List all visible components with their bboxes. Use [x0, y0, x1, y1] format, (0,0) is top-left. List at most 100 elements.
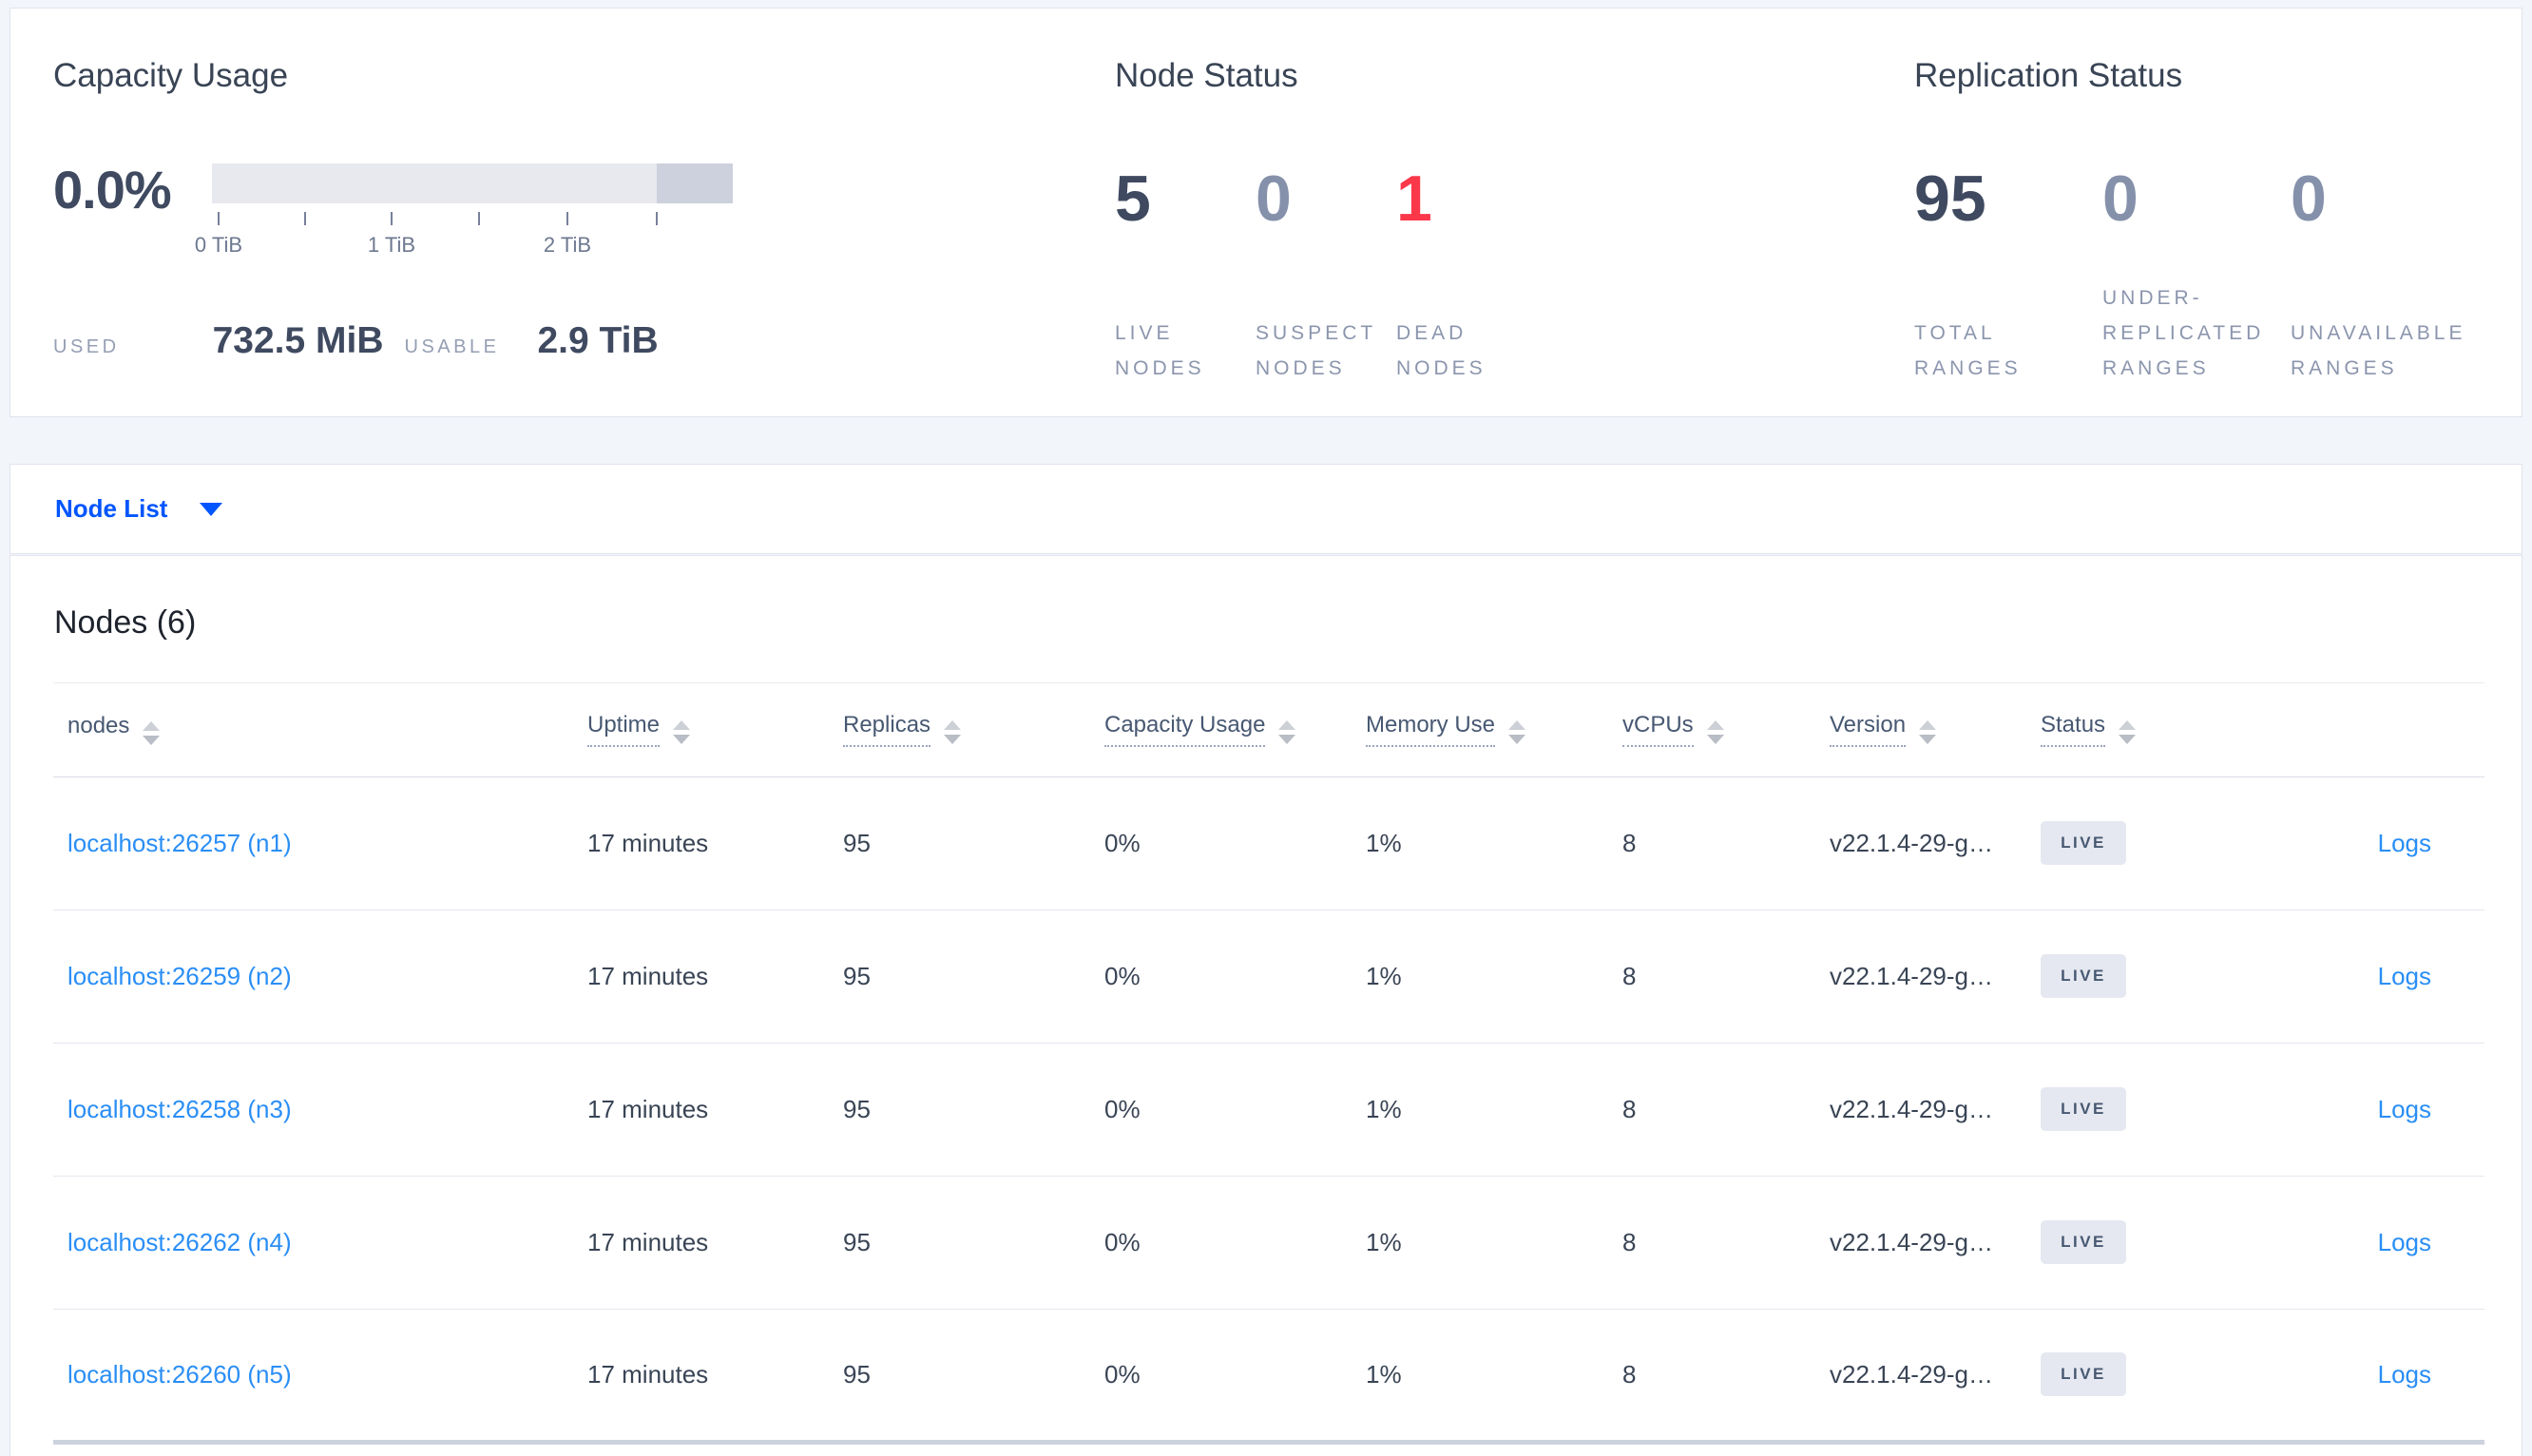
- capacity-tick-label-2: 2 TiB: [543, 232, 592, 257]
- table-row: localhost:26257 (n1) 17 minutes 95 0% 1%…: [53, 776, 2484, 910]
- caret-down-icon[interactable]: [200, 502, 223, 516]
- sort-icon: [673, 720, 691, 745]
- unavailable-ranges-metric: 0 UNAVAILABLE RANGES: [2291, 166, 2479, 387]
- sort-icon: [2119, 720, 2137, 745]
- vcpus-cell: 8: [1622, 910, 1830, 1044]
- column-header-uptime[interactable]: Uptime: [587, 682, 843, 777]
- table-row: localhost:26260 (n5) 17 minutes 95 0% 1%…: [53, 1309, 2484, 1445]
- column-header-replicas[interactable]: Replicas: [843, 682, 1104, 777]
- under-replicated-ranges-value: 0: [2102, 162, 2139, 235]
- status-badge: LIVE: [2041, 821, 2126, 866]
- node-list-card: Nodes (6) nodes Uptime Replicas Capacity…: [10, 555, 2522, 1456]
- memory-use-cell: 1%: [1366, 776, 1622, 910]
- node-list-dropdown[interactable]: Node List: [55, 494, 168, 523]
- node-status-panel: Node Status 5 LIVE NODES 0 SUSPECT NODES…: [1115, 57, 1537, 387]
- node-link[interactable]: localhost:26260 (n5): [67, 1359, 292, 1389]
- column-header-memory-use[interactable]: Memory Use: [1366, 682, 1622, 777]
- nodes-table: nodes Uptime Replicas Capacity Usage Mem…: [53, 681, 2484, 1445]
- suspect-nodes-label: SUSPECT NODES: [1256, 322, 1377, 379]
- memory-use-cell: 1%: [1366, 1176, 1622, 1310]
- unavailable-ranges-label: UNAVAILABLE RANGES: [2291, 322, 2466, 379]
- logs-link[interactable]: Logs: [2377, 1094, 2431, 1123]
- capacity-usage-panel: Capacity Usage 0.0% 0 TiB 1 T: [53, 57, 733, 362]
- capacity-bar-usable-segment: [212, 163, 657, 203]
- capacity-tick-label-1: 1 TiB: [367, 232, 416, 257]
- replication-status-panel: Replication Status 95 TOTAL RANGES 0 UND…: [1914, 57, 2479, 387]
- under-replicated-ranges-metric: 0 UNDER- REPLICATED RANGES: [2102, 166, 2291, 387]
- sort-icon: [1919, 720, 1937, 745]
- column-header-version[interactable]: Version: [1830, 682, 2041, 777]
- node-link[interactable]: localhost:26262 (n4): [67, 1227, 292, 1256]
- node-status-title: Node Status: [1115, 57, 1298, 94]
- version-cell: v22.1.4-29-g…: [1830, 910, 2041, 1044]
- replicas-cell: 95: [843, 1309, 1104, 1445]
- logs-link[interactable]: Logs: [2377, 961, 2431, 990]
- total-ranges-value: 95: [1914, 162, 1986, 235]
- capacity-usage-title: Capacity Usage: [53, 57, 289, 94]
- replicas-cell: 95: [843, 1176, 1104, 1310]
- capacity-used-label: USED: [53, 335, 120, 357]
- capacity-usage-cell: 0%: [1104, 776, 1366, 910]
- version-cell: v22.1.4-29-g…: [1830, 1043, 2041, 1177]
- memory-use-cell: 1%: [1366, 1043, 1622, 1177]
- column-header-status[interactable]: Status: [2041, 682, 2259, 777]
- capacity-bar-reserved-segment: [657, 163, 733, 203]
- replicas-cell: 95: [843, 1043, 1104, 1177]
- status-badge: LIVE: [2041, 1087, 2126, 1132]
- nodes-section-heading: Nodes (6): [54, 604, 197, 641]
- node-link[interactable]: localhost:26258 (n3): [67, 1094, 292, 1123]
- cluster-summary-card: Capacity Usage 0.0% 0 TiB 1 T: [10, 8, 2522, 417]
- sort-icon: [944, 720, 962, 745]
- uptime-cell: 17 minutes: [587, 1043, 843, 1177]
- capacity-bar: 0 TiB 1 TiB 2 TiB: [195, 163, 733, 261]
- table-row: localhost:26259 (n2) 17 minutes 95 0% 1%…: [53, 910, 2484, 1044]
- sort-icon: [1508, 720, 1526, 745]
- version-cell: v22.1.4-29-g…: [1830, 1309, 2041, 1445]
- dead-nodes-value: 1: [1396, 162, 1432, 235]
- replication-status-title: Replication Status: [1914, 57, 2183, 94]
- logs-link[interactable]: Logs: [2377, 828, 2431, 857]
- replicas-cell: 95: [843, 910, 1104, 1044]
- status-badge: LIVE: [2041, 1352, 2126, 1397]
- status-badge: LIVE: [2041, 1220, 2126, 1265]
- node-link[interactable]: localhost:26257 (n1): [67, 828, 292, 857]
- sort-icon: [1706, 720, 1724, 745]
- logs-link[interactable]: Logs: [2377, 1227, 2431, 1256]
- capacity-tick-label-0: 0 TiB: [194, 232, 243, 257]
- vcpus-cell: 8: [1622, 776, 1830, 910]
- live-nodes-value: 5: [1115, 162, 1151, 235]
- vcpus-cell: 8: [1622, 1176, 1830, 1310]
- uptime-cell: 17 minutes: [587, 776, 843, 910]
- version-cell: v22.1.4-29-g…: [1830, 1176, 2041, 1310]
- vcpus-cell: 8: [1622, 1309, 1830, 1445]
- node-link[interactable]: localhost:26259 (n2): [67, 961, 292, 990]
- version-cell: v22.1.4-29-g…: [1830, 776, 2041, 910]
- column-header-logs: [2259, 682, 2484, 777]
- logs-link[interactable]: Logs: [2377, 1359, 2431, 1389]
- table-row: localhost:26262 (n4) 17 minutes 95 0% 1%…: [53, 1176, 2484, 1310]
- uptime-cell: 17 minutes: [587, 910, 843, 1044]
- dead-nodes-label: DEAD NODES: [1396, 322, 1487, 379]
- memory-use-cell: 1%: [1366, 1309, 1622, 1445]
- column-header-vcpus[interactable]: vCPUs: [1622, 682, 1830, 777]
- table-header-row: nodes Uptime Replicas Capacity Usage Mem…: [53, 682, 2484, 777]
- capacity-usage-cell: 0%: [1104, 1309, 1366, 1445]
- capacity-usable-label: USABLE: [404, 335, 500, 357]
- replicas-cell: 95: [843, 776, 1104, 910]
- uptime-cell: 17 minutes: [587, 1309, 843, 1445]
- capacity-used-value: 732.5 MiB: [212, 319, 384, 361]
- uptime-cell: 17 minutes: [587, 1176, 843, 1310]
- total-ranges-label: TOTAL RANGES: [1914, 322, 2022, 379]
- suspect-nodes-value: 0: [1256, 162, 1292, 235]
- column-header-capacity-usage[interactable]: Capacity Usage: [1104, 682, 1366, 777]
- capacity-usage-cell: 0%: [1104, 1043, 1366, 1177]
- capacity-usage-cell: 0%: [1104, 1176, 1366, 1310]
- capacity-usable-value: 2.9 TiB: [537, 319, 659, 361]
- unavailable-ranges-value: 0: [2291, 162, 2327, 235]
- sort-icon: [143, 721, 161, 746]
- vcpus-cell: 8: [1622, 1043, 1830, 1177]
- column-header-nodes[interactable]: nodes: [53, 682, 587, 777]
- view-selector-bar: Node List: [10, 464, 2522, 554]
- capacity-usage-cell: 0%: [1104, 910, 1366, 1044]
- under-replicated-ranges-label: UNDER- REPLICATED RANGES: [2102, 287, 2265, 379]
